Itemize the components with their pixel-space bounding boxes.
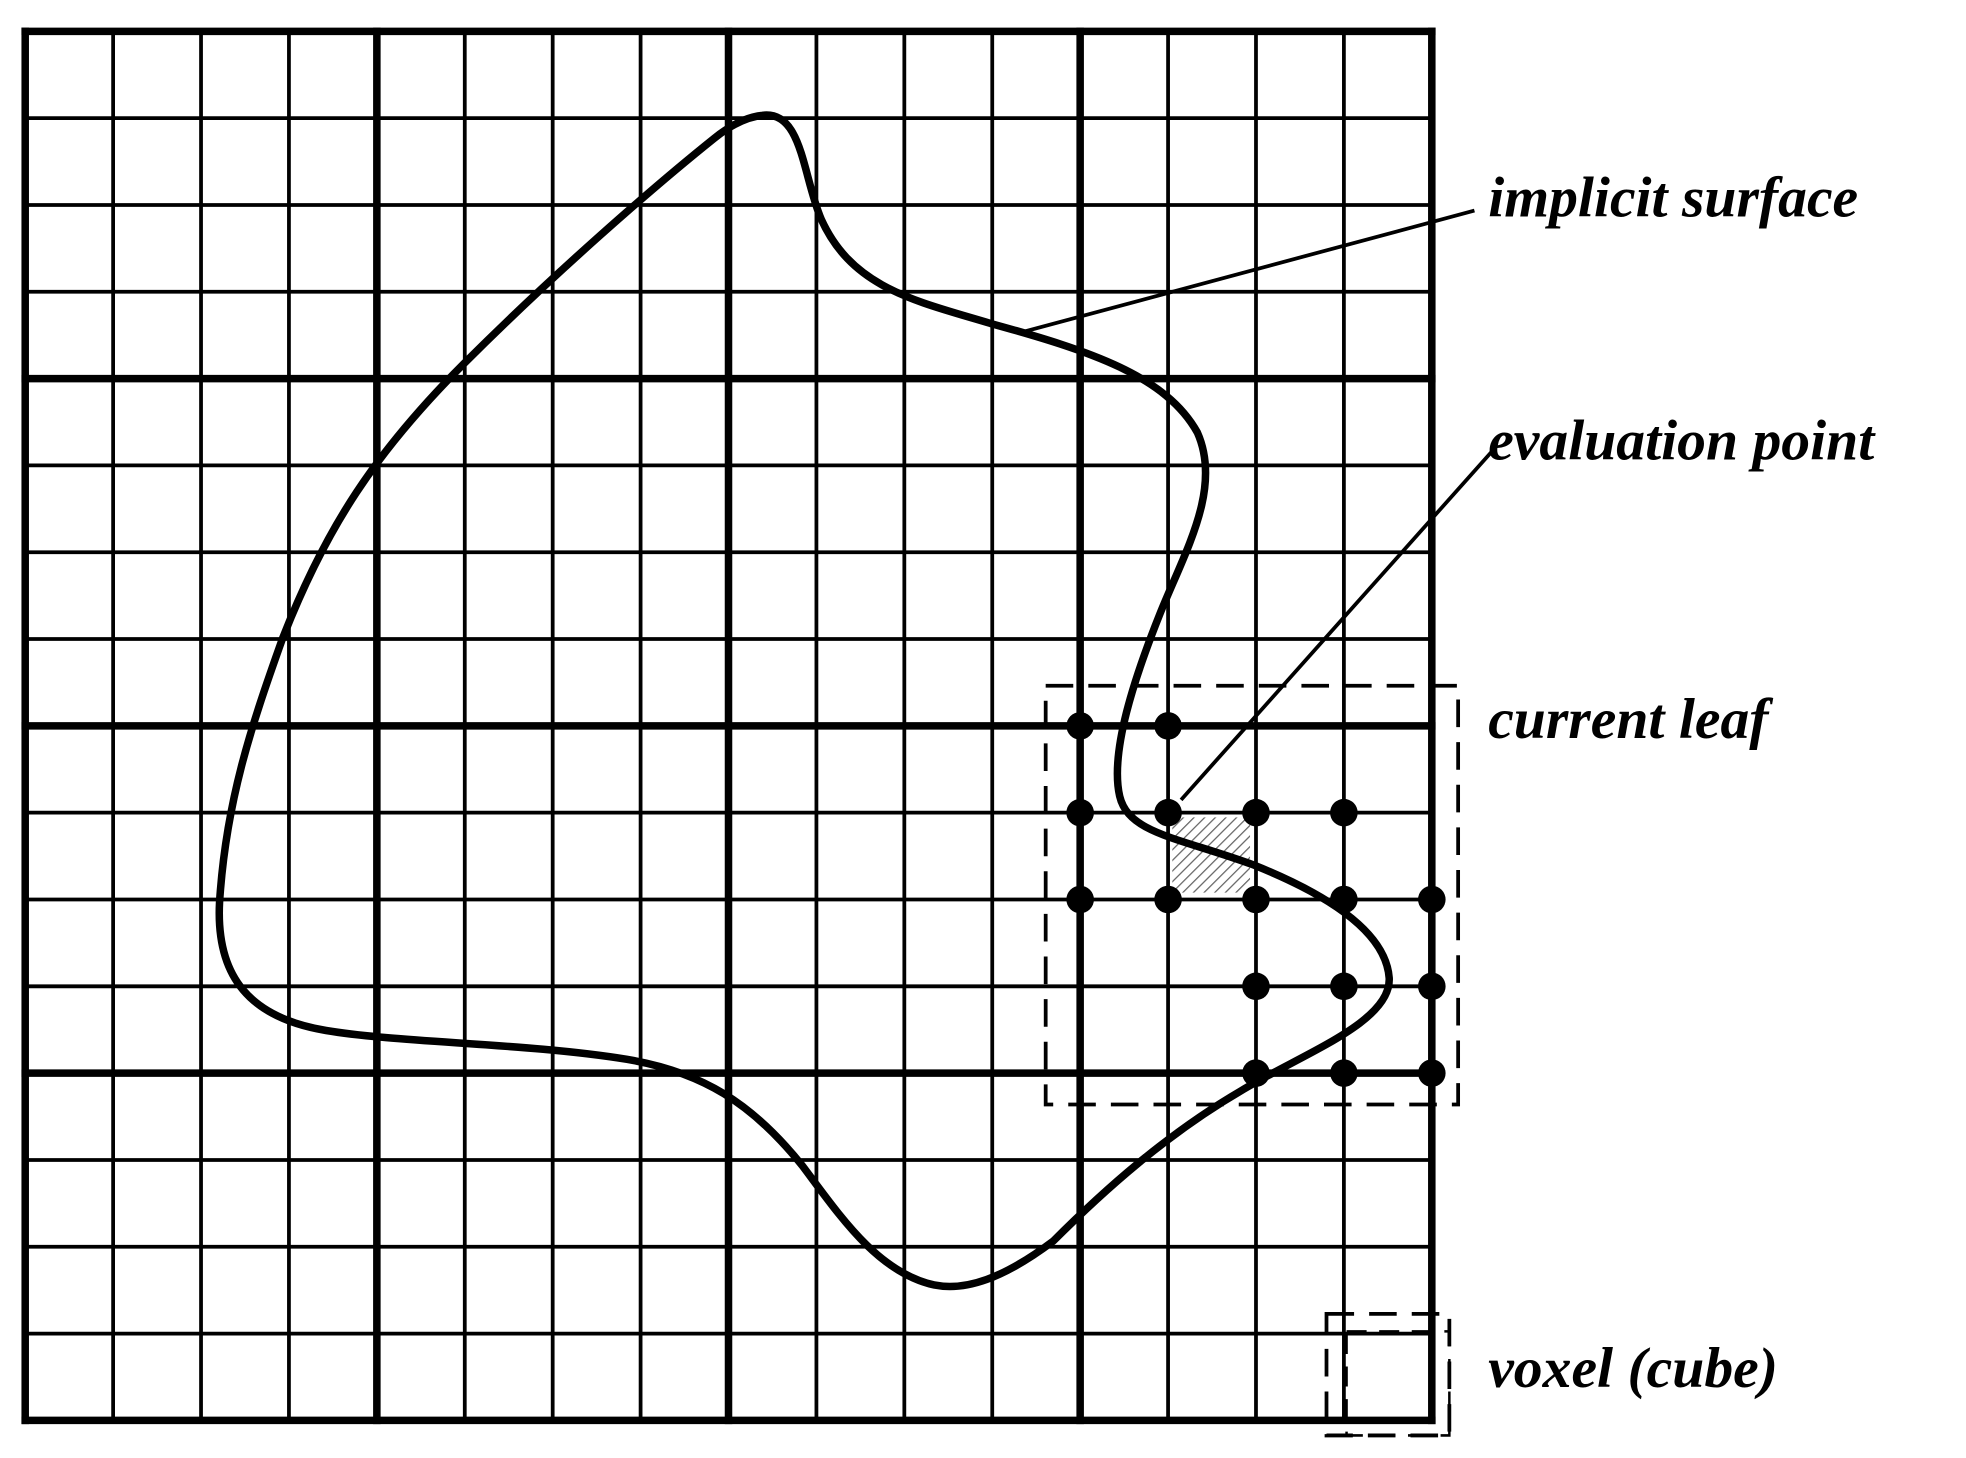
grid-point xyxy=(1242,1059,1270,1087)
leader-line xyxy=(1021,208,1475,335)
grid-point xyxy=(1242,885,1270,914)
grid-point xyxy=(1154,712,1182,740)
label: evaluation point xyxy=(1488,410,1876,473)
grid-point xyxy=(1418,885,1446,914)
evaluated-cell xyxy=(1172,817,1251,893)
leader-line xyxy=(1179,450,1494,802)
evaluation-points xyxy=(1066,712,1446,1087)
grid-point xyxy=(1330,972,1358,1001)
label: current leaf xyxy=(1488,688,1773,751)
grid-point xyxy=(1242,972,1270,1001)
grid-point xyxy=(1154,885,1182,914)
grid-point xyxy=(1330,1059,1358,1087)
grid-point xyxy=(1066,885,1094,914)
grid-point xyxy=(1154,798,1182,827)
grid-point xyxy=(1330,798,1358,827)
voxel-grid xyxy=(21,27,1436,1425)
implicit-surface-curve xyxy=(215,111,1393,1291)
grid-point xyxy=(1418,972,1446,1001)
grid-point xyxy=(1066,798,1094,827)
voxel-box-inner xyxy=(1345,1330,1451,1437)
label: voxel (cube) xyxy=(1488,1337,1778,1400)
label: implicit surface xyxy=(1488,166,1858,229)
grid-point xyxy=(1330,885,1358,914)
grid-point xyxy=(1242,798,1270,827)
grid-point xyxy=(1418,1059,1446,1087)
current-leaf-box xyxy=(1043,683,1461,1107)
grid-point xyxy=(1066,712,1094,740)
